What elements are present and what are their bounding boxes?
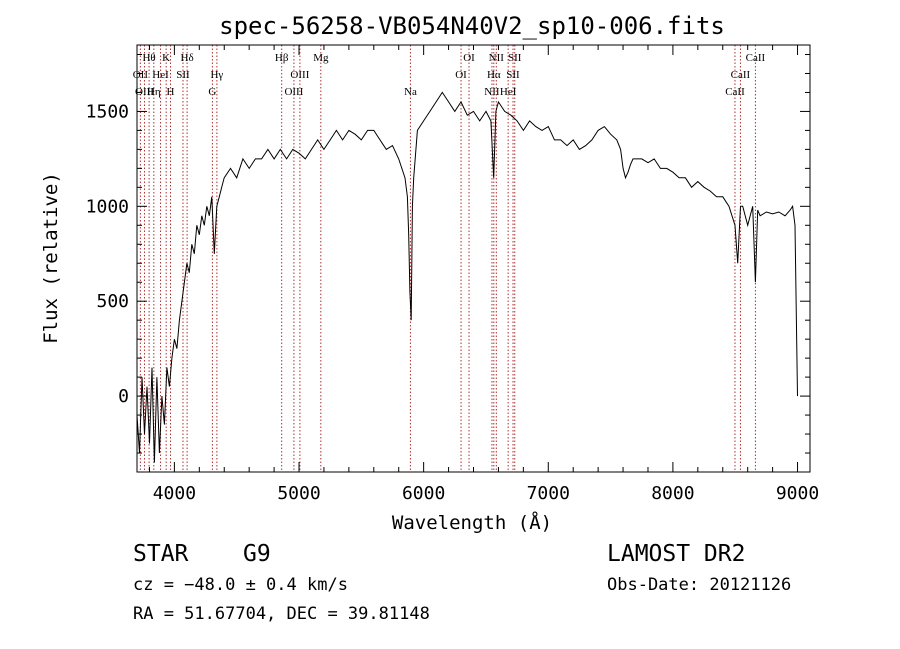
plot-frame xyxy=(136,44,811,473)
y-tick-label-1: 500 xyxy=(96,291,129,312)
y-tick-label-2: 1000 xyxy=(86,196,129,217)
line-label-24: CaII xyxy=(725,86,745,98)
object-class: STAR xyxy=(133,541,189,567)
object-subclass: G9 xyxy=(243,541,271,567)
line-label-26: CaII xyxy=(746,52,766,64)
x-tick-label-1: 5000 xyxy=(277,483,320,504)
x-axis-label: Wavelength (Å) xyxy=(392,511,552,534)
line-label-12: OIII xyxy=(284,86,303,98)
x-tick-label-2: 6000 xyxy=(402,483,445,504)
line-label-2: OIII xyxy=(135,86,154,98)
line-label-4: Hη xyxy=(147,86,161,98)
y-tick-label-0: 0 xyxy=(118,386,129,407)
line-label-6: H xyxy=(167,86,175,98)
line-label-9: Hγ xyxy=(210,69,223,81)
coordinates: RA = 51.67704, DEC = 39.81148 xyxy=(133,604,430,624)
line-label-19: NII xyxy=(489,52,505,64)
y-tick-label-3: 1500 xyxy=(86,101,129,122)
line-label-13: OIII xyxy=(290,69,309,81)
line-label-15: Na xyxy=(404,86,417,98)
line-label-14: Mg xyxy=(313,52,329,64)
line-label-0: Hθ xyxy=(142,52,155,64)
line-label-11: Hβ xyxy=(275,52,289,64)
y-axis-ticks: 0 500 1000 1500 xyxy=(86,53,810,454)
line-label-21: SII xyxy=(506,69,520,81)
observation-date: Obs-Date: 20121126 xyxy=(607,575,791,595)
line-label-17: OI xyxy=(463,52,475,64)
line-label-23: HeI xyxy=(500,86,517,98)
x-tick-label-5: 9000 xyxy=(776,483,819,504)
x-tick-label-4: 8000 xyxy=(651,483,694,504)
survey-name: LAMOST DR2 xyxy=(607,541,745,567)
x-tick-label-0: 4000 xyxy=(153,483,196,504)
y-axis-label: Flux (relative) xyxy=(40,172,62,344)
redshift-info: cz = −48.0 ± 0.4 km/s xyxy=(133,575,348,595)
line-label-1: OII xyxy=(133,69,149,81)
line-label-25: CaII xyxy=(731,69,751,81)
line-label-7: SII xyxy=(176,69,190,81)
line-label-16: OI xyxy=(455,69,467,81)
spectrum-series-line xyxy=(136,91,798,463)
chart-title: spec-56258-VB054N40V2_sp10-006.fits xyxy=(219,12,725,40)
spectral-line-labels: HθOIIOIIIHeIHηKHSIIHδHγGHβOIIIOIIIMgNaOI… xyxy=(133,52,766,98)
spectral-line-markers xyxy=(139,45,756,472)
x-axis-ticks: 4000 5000 6000 7000 8000 9000 xyxy=(148,45,819,504)
line-label-20: Hα xyxy=(487,69,501,81)
line-label-22: SII xyxy=(508,52,522,64)
line-label-3: HeI xyxy=(152,69,169,81)
line-label-8: Hδ xyxy=(181,52,194,64)
line-label-5: K xyxy=(162,52,170,64)
x-tick-label-3: 7000 xyxy=(527,483,570,504)
line-label-10: G xyxy=(208,86,216,98)
line-label-18: NII xyxy=(484,86,500,98)
